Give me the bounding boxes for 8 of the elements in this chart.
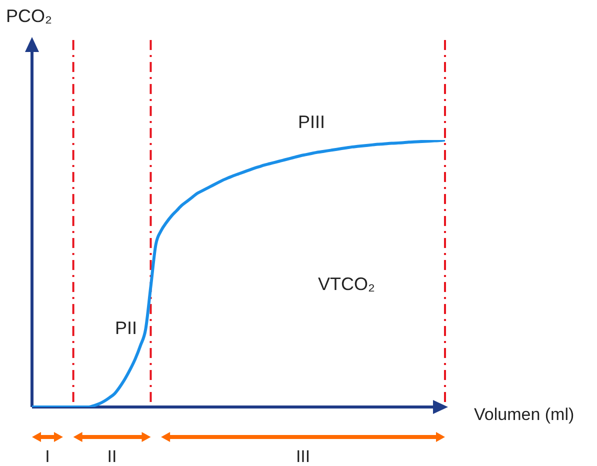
text: PCO₂ — [6, 6, 52, 26]
annotation: VTCO₂ — [318, 274, 375, 294]
text: I — [45, 447, 50, 466]
text: PIII — [298, 112, 326, 132]
x-axis-title: Volumen (ml) — [474, 405, 574, 424]
text: II — [107, 447, 117, 466]
annotation: PII — [115, 318, 138, 338]
text: III — [296, 447, 310, 466]
